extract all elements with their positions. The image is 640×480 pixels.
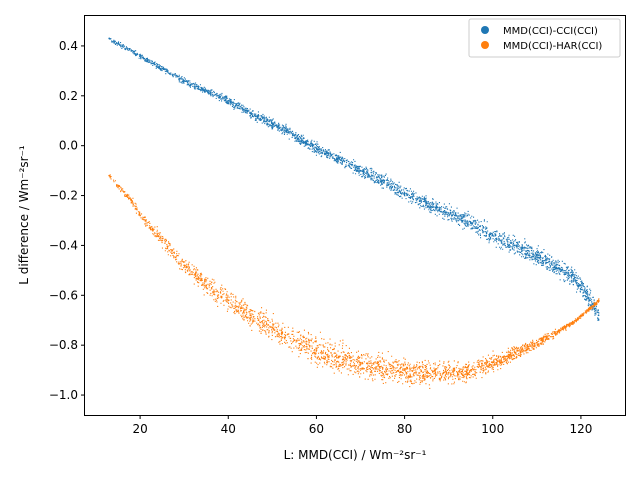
y-tick-label: 0.0 [59,139,78,153]
series-cloud [109,174,600,389]
y-axis-label: L difference / Wm⁻²sr⁻¹ [17,145,31,285]
y-tick-label: −0.2 [49,189,78,203]
y-tick-label: −0.4 [49,238,78,252]
data-point [359,361,362,364]
y-axis: −1.0 −0.8 −0.6 −0.4 −0.2 0.0 0.2 0.4 [49,39,85,402]
points-layer [108,37,600,389]
x-axis-label: L: MMD(CCI) / Wm⁻²sr⁻¹ [284,448,427,462]
data-point [293,339,296,342]
x-tick-label: 120 [569,422,592,436]
x-tick-label: 60 [309,422,324,436]
x-tick-label: 40 [221,422,236,436]
legend-frame [468,18,621,58]
y-tick-label: 0.4 [59,39,78,53]
legend: MMD(CCI)-CCI(CCI) MMD(CCI)-HAR(CCI) [468,18,621,58]
x-tick-label: 80 [397,422,412,436]
y-tick-label: −1.0 [49,388,78,402]
data-point [535,341,538,344]
legend-label: MMD(CCI)-CCI(CCI) [503,26,598,37]
y-tick-label: −0.8 [49,338,78,352]
legend-marker [481,26,489,34]
legend-marker [481,41,489,49]
y-tick-label: −0.6 [49,288,78,302]
x-axis: 20 40 60 80 100 120 [132,415,592,436]
x-tick-label: 100 [481,422,504,436]
x-tick-label: 20 [132,422,147,436]
y-tick-label: 0.2 [59,89,78,103]
legend-label: MMD(CCI)-HAR(CCI) [503,41,602,52]
plot-frame [84,15,626,416]
data-point [381,366,384,369]
data-point [597,314,600,317]
series-cloud [109,38,600,321]
data-point [315,349,318,352]
